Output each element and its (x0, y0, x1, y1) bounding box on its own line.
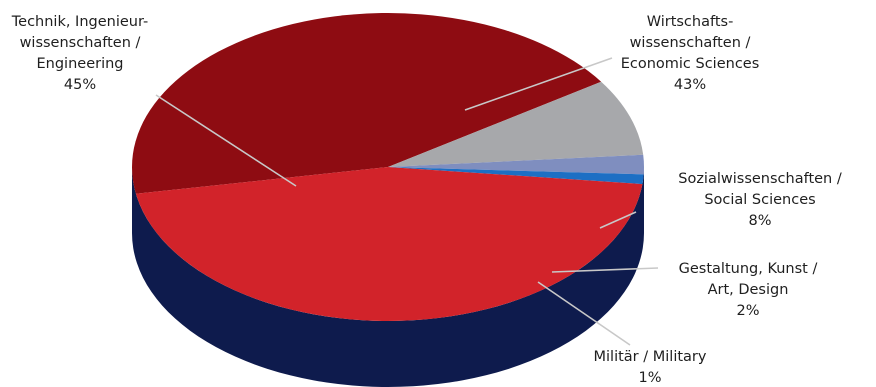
leader-line-3 (537, 281, 631, 346)
leader-line-0 (464, 57, 613, 111)
slice-0-name-label: Economic Sciences (621, 56, 760, 72)
slice-1-name-label: Sozialwissenschaften / (678, 171, 842, 187)
pie-side-wall (132, 167, 644, 387)
pie-slice-3 (388, 167, 644, 185)
slice-1-percent-label: 8% (748, 213, 771, 229)
pie-slice-2 (388, 154, 644, 175)
leader-line-2 (551, 267, 659, 273)
slice-2-name-label: Gestaltung, Kunst / (679, 261, 818, 277)
slice-2-name-label: Art, Design (708, 282, 789, 298)
pie-slice-4 (135, 167, 643, 322)
slice-3-name-label: Militär / Military (594, 349, 707, 365)
slice-4-name-label: wissenschaften / (20, 35, 141, 51)
slice-3-percent-label: 1% (638, 370, 661, 386)
slice-2-percent-label: 2% (736, 303, 759, 319)
pie-slice-1 (388, 81, 644, 167)
slice-0-name-label: wissenschaften / (630, 35, 751, 51)
slice-0-name-label: Wirtschafts- (647, 14, 734, 30)
slice-1-name-label: Social Sciences (704, 192, 815, 208)
slice-4-percent-label: 45% (64, 77, 96, 93)
leader-line-4 (155, 94, 297, 187)
leader-line-1 (599, 211, 637, 229)
slice-4-name-label: Engineering (37, 56, 124, 72)
pie-slice-0 (132, 13, 602, 194)
slice-0-percent-label: 43% (674, 77, 706, 93)
slice-4-name-label: Technik, Ingenieur- (11, 14, 149, 30)
